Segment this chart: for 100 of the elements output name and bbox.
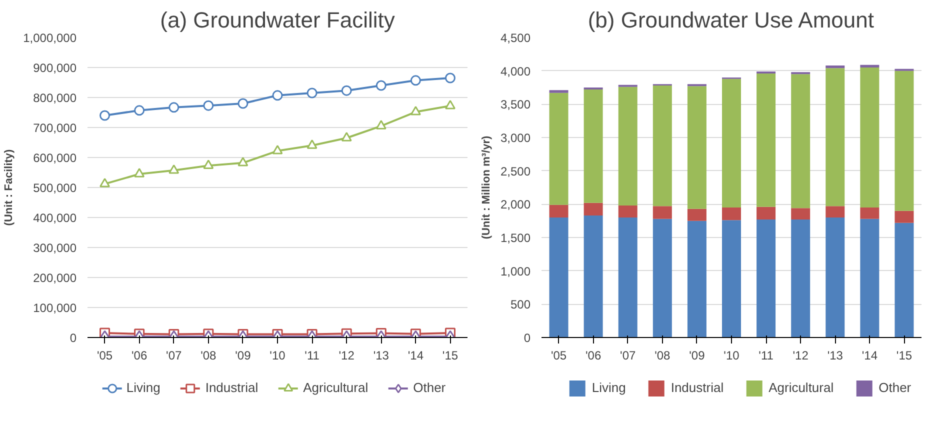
point [272, 90, 283, 101]
y-tick-label: 100,000 [33, 301, 77, 315]
y-tick-label: 700,000 [33, 121, 77, 135]
x-tick-label: '06 [132, 348, 148, 362]
x-tick-label: '06 [586, 348, 602, 362]
y-tick-label: 800,000 [33, 91, 77, 105]
point [100, 178, 110, 188]
point [444, 72, 456, 84]
legend-label: Living [126, 380, 160, 395]
bar [894, 210, 914, 223]
point [341, 85, 352, 96]
x-tick-label: '11 [304, 348, 320, 362]
x-tick-label: '15 [442, 348, 458, 362]
bar [826, 68, 845, 206]
y-tick-label: 0 [70, 331, 77, 345]
point [341, 132, 352, 142]
legend-label: Agricultural [768, 380, 834, 395]
point [410, 75, 421, 86]
x-tick-label: '12 [338, 348, 355, 362]
x-tick-label: '05 [96, 348, 113, 362]
legend-label: Industrial [205, 380, 258, 395]
point [376, 80, 386, 91]
y-tick-label: 3,500 [500, 98, 531, 112]
bar [860, 68, 880, 208]
bar [791, 74, 810, 208]
bar [618, 218, 638, 338]
bar [549, 204, 568, 218]
bar [687, 208, 706, 221]
y-tick-label: 1,500 [500, 231, 531, 245]
bar [549, 218, 568, 338]
x-tick-label: '09 [235, 348, 252, 362]
point [238, 156, 248, 166]
bar [549, 92, 568, 205]
legend-label: Industrial [670, 380, 724, 395]
bar [618, 86, 638, 206]
legend-label: Other [878, 380, 912, 395]
bar [652, 86, 672, 206]
y-tick-label: 3,000 [500, 131, 531, 145]
point [410, 106, 421, 116]
chart-title: (b) Groundwater Use Amount [588, 8, 874, 32]
bar [791, 220, 810, 338]
x-tick-label: '12 [792, 348, 809, 362]
y-tick-label: 900,000 [33, 61, 77, 75]
point [376, 120, 386, 130]
x-tick-label: '10 [270, 348, 286, 362]
y-tick-label: 500,000 [33, 181, 77, 195]
y-tick-label: 4,000 [500, 64, 531, 78]
bar [584, 202, 603, 216]
point [272, 144, 283, 154]
x-tick-label: '13 [827, 348, 844, 362]
bar [756, 220, 776, 338]
bar [894, 222, 914, 338]
bar [756, 74, 776, 207]
bar [894, 70, 914, 211]
y-axis-title: (Unit : Facility) [3, 148, 16, 226]
y-tick-label: 600,000 [33, 151, 77, 165]
bar [826, 206, 845, 218]
bar [860, 208, 880, 219]
x-tick-label: '05 [550, 348, 567, 362]
chart-title: (a) Groundwater Facility [160, 8, 395, 32]
y-tick-label: 400,000 [33, 211, 77, 225]
bar [826, 66, 845, 68]
x-tick-label: '11 [758, 348, 774, 362]
bar [549, 90, 568, 93]
x-tick-label: '09 [689, 348, 706, 362]
y-tick-label: 4,500 [500, 31, 531, 45]
y-axis-title: (Unit : Million m³/yr) [480, 136, 492, 240]
legend-label: Agricultural [303, 380, 368, 395]
point [306, 140, 318, 149]
x-tick-label: '07 [620, 348, 636, 362]
point [203, 100, 214, 111]
bar [687, 86, 706, 209]
x-tick-label: '08 [200, 348, 217, 362]
point [168, 102, 180, 113]
legend-label: Living [592, 380, 626, 395]
bar [826, 218, 845, 338]
bar [722, 220, 741, 338]
x-tick-label: '14 [862, 348, 878, 362]
bar [722, 208, 741, 220]
y-tick-label: 1,000,000 [23, 31, 77, 45]
bar [584, 90, 603, 203]
y-tick-label: 500 [510, 298, 531, 312]
point [100, 110, 110, 121]
x-tick-label: '15 [896, 348, 912, 362]
bar [687, 220, 706, 338]
y-tick-label: 300,000 [33, 241, 77, 255]
x-tick-label: '10 [724, 348, 740, 362]
y-tick-label: 2,500 [500, 164, 531, 178]
y-tick-label: 200,000 [33, 271, 77, 285]
x-tick-label: '07 [166, 348, 182, 362]
x-tick-label: '08 [654, 348, 671, 362]
bar [618, 206, 638, 218]
bar [756, 206, 776, 220]
bar [652, 218, 672, 338]
point [306, 88, 318, 98]
point [444, 100, 456, 110]
point [203, 160, 214, 169]
bar [584, 216, 603, 338]
y-tick-label: 2,000 [500, 198, 531, 212]
y-tick-label: 0 [524, 331, 531, 345]
